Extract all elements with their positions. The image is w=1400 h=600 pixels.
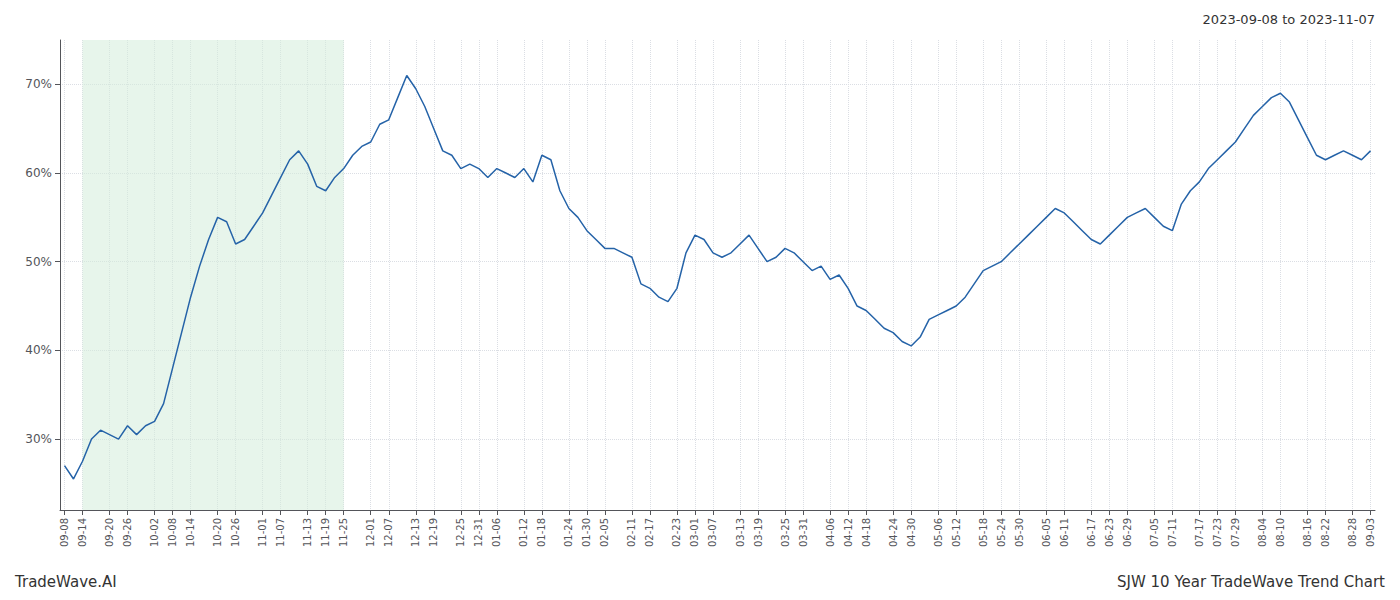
svg-text:40%: 40% — [25, 343, 52, 357]
svg-text:60%: 60% — [25, 166, 52, 180]
svg-text:06-17: 06-17 — [1086, 518, 1097, 547]
svg-text:01-24: 01-24 — [563, 518, 574, 547]
svg-text:05-06: 05-06 — [933, 518, 944, 547]
svg-text:01-18: 01-18 — [536, 518, 547, 547]
svg-text:07-23: 07-23 — [1212, 518, 1223, 547]
svg-text:01-06: 01-06 — [491, 518, 502, 547]
svg-text:07-05: 07-05 — [1149, 518, 1160, 547]
svg-text:06-11: 06-11 — [1059, 518, 1070, 547]
svg-text:03-25: 03-25 — [780, 518, 791, 547]
svg-text:09-26: 09-26 — [122, 518, 133, 547]
svg-text:03-01: 03-01 — [689, 518, 700, 547]
svg-text:09-08: 09-08 — [59, 518, 70, 547]
svg-text:05-12: 05-12 — [951, 518, 962, 547]
svg-text:06-05: 06-05 — [1041, 518, 1052, 547]
svg-text:07-17: 07-17 — [1194, 518, 1205, 547]
svg-text:10-20: 10-20 — [212, 518, 223, 547]
svg-text:02-17: 02-17 — [644, 518, 655, 547]
svg-text:2023-09-08 to 2023-11-07: 2023-09-08 to 2023-11-07 — [1203, 12, 1375, 27]
svg-text:08-28: 08-28 — [1347, 518, 1358, 547]
svg-text:08-10: 08-10 — [1275, 518, 1286, 547]
svg-text:70%: 70% — [25, 77, 52, 91]
svg-text:03-31: 03-31 — [798, 518, 809, 547]
svg-text:03-07: 03-07 — [707, 518, 718, 547]
svg-text:02-23: 02-23 — [671, 518, 682, 547]
svg-text:03-19: 03-19 — [753, 518, 764, 547]
svg-text:07-11: 07-11 — [1167, 518, 1178, 547]
svg-text:04-24: 04-24 — [888, 518, 899, 547]
svg-text:02-05: 02-05 — [599, 518, 610, 547]
svg-text:04-06: 04-06 — [825, 518, 836, 547]
svg-text:04-18: 04-18 — [861, 518, 872, 547]
svg-text:05-24: 05-24 — [996, 518, 1007, 547]
svg-text:03-13: 03-13 — [735, 518, 746, 547]
svg-text:11-07: 11-07 — [275, 518, 286, 547]
svg-text:06-23: 06-23 — [1104, 518, 1115, 547]
svg-text:04-30: 04-30 — [906, 518, 917, 547]
svg-text:12-01: 12-01 — [365, 518, 376, 547]
svg-text:01-12: 01-12 — [518, 518, 529, 547]
svg-text:SJW 10 Year TradeWave Trend Ch: SJW 10 Year TradeWave Trend Chart — [1117, 573, 1385, 591]
svg-text:TradeWave.AI: TradeWave.AI — [14, 573, 117, 591]
svg-text:12-13: 12-13 — [410, 518, 421, 547]
svg-text:05-30: 05-30 — [1014, 518, 1025, 547]
svg-text:11-25: 11-25 — [338, 518, 349, 547]
svg-text:11-13: 11-13 — [302, 518, 313, 547]
svg-text:12-07: 12-07 — [383, 518, 394, 547]
svg-text:01-30: 01-30 — [581, 518, 592, 547]
svg-text:30%: 30% — [25, 432, 52, 446]
svg-text:10-26: 10-26 — [230, 518, 241, 547]
svg-text:02-11: 02-11 — [626, 518, 637, 547]
svg-text:50%: 50% — [25, 255, 52, 269]
svg-text:08-22: 08-22 — [1320, 518, 1331, 547]
svg-text:08-16: 08-16 — [1302, 518, 1313, 547]
svg-text:09-20: 09-20 — [104, 518, 115, 547]
svg-text:10-02: 10-02 — [149, 518, 160, 547]
svg-text:08-04: 08-04 — [1257, 518, 1268, 547]
svg-text:09-14: 09-14 — [77, 518, 88, 547]
svg-text:12-31: 12-31 — [473, 518, 484, 547]
svg-text:11-01: 11-01 — [257, 518, 268, 547]
svg-text:10-08: 10-08 — [167, 518, 178, 547]
svg-text:06-29: 06-29 — [1122, 518, 1133, 547]
svg-text:10-14: 10-14 — [185, 518, 196, 547]
svg-text:05-18: 05-18 — [978, 518, 989, 547]
svg-text:12-19: 12-19 — [428, 518, 439, 547]
svg-text:12-25: 12-25 — [455, 518, 466, 547]
svg-text:11-19: 11-19 — [320, 518, 331, 547]
svg-text:07-29: 07-29 — [1230, 518, 1241, 547]
svg-text:04-12: 04-12 — [843, 518, 854, 547]
svg-text:09-03: 09-03 — [1365, 518, 1376, 547]
